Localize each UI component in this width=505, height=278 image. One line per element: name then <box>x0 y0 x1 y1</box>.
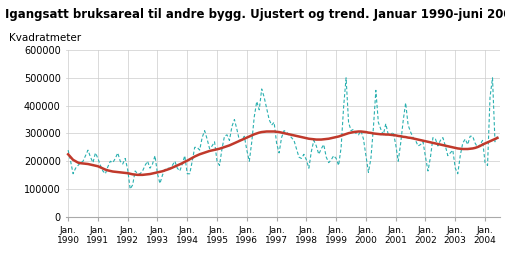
Bruksareal andre bygg, ujustert <box>110 161 116 164</box>
Text: Igangsatt bruksareal til andre bygg. Ujustert og trend. Januar 1990-juni 2004: Igangsatt bruksareal til andre bygg. Uju… <box>5 8 505 21</box>
Bruksareal andre bygg, trend <box>135 173 141 177</box>
Bruksareal andre bygg, trend <box>70 158 76 162</box>
Bruksareal andre bygg, trend <box>264 130 270 133</box>
Line: Bruksareal andre bygg, trend: Bruksareal andre bygg, trend <box>68 131 497 175</box>
Bruksareal andre bygg, ujustert <box>127 187 133 191</box>
Bruksareal andre bygg, trend <box>82 162 88 165</box>
Bruksareal andre bygg, trend <box>110 170 116 173</box>
Bruksareal andre bygg, ujustert <box>70 172 76 175</box>
Bruksareal andre bygg, ujustert <box>353 132 359 135</box>
Bruksareal andre bygg, ujustert <box>343 76 349 80</box>
Line: Bruksareal andre bygg, ujustert: Bruksareal andre bygg, ujustert <box>68 78 497 189</box>
Bruksareal andre bygg, trend <box>388 133 394 136</box>
Bruksareal andre bygg, trend <box>494 136 500 140</box>
Bruksareal andre bygg, ujustert <box>82 154 88 157</box>
Bruksareal andre bygg, ujustert <box>494 135 500 138</box>
Bruksareal andre bygg, ujustert <box>388 133 394 136</box>
Text: Kvadratmeter: Kvadratmeter <box>9 33 81 43</box>
Bruksareal andre bygg, trend <box>353 130 359 133</box>
Bruksareal andre bygg, ujustert <box>298 157 305 160</box>
Bruksareal andre bygg, trend <box>301 136 307 139</box>
Bruksareal andre bygg, ujustert <box>65 148 71 152</box>
Bruksareal andre bygg, trend <box>65 153 71 156</box>
